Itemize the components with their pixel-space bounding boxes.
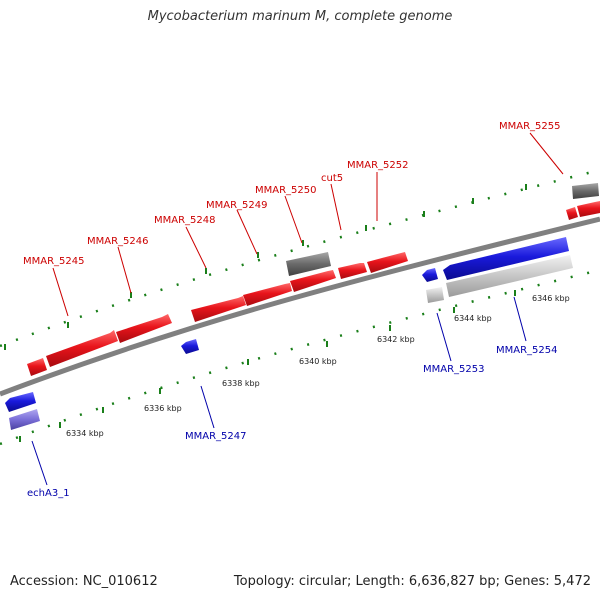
gene-label-mmar-5252[interactable]: MMAR_5252	[347, 160, 409, 171]
gene-arrow-echa3-1[interactable]	[5, 392, 36, 412]
tick-label: 6338 kbp	[222, 379, 260, 388]
gene-arrow-mmar-5247[interactable]	[181, 339, 199, 354]
gene-label-mmar-5245[interactable]: MMAR_5245	[23, 256, 85, 267]
gene-label-cut5[interactable]: cut5	[321, 173, 343, 184]
tick-label: 6342 kbp	[377, 335, 415, 344]
gene-label-echa3-1[interactable]: echA3_1	[27, 488, 70, 499]
gene-label-mmar-5246[interactable]: MMAR_5246	[87, 236, 149, 247]
gene-arrow-mmar-5248[interactable]	[191, 296, 246, 322]
gene-arrow-mmar-5255[interactable]	[566, 207, 578, 220]
gene-arrow-mmar-5254[interactable]	[443, 237, 569, 280]
tick-label: 6344 kbp	[454, 314, 492, 323]
genome-title: Mycobacterium marinum M, complete genome	[147, 9, 453, 24]
gene-label-mmar-5255[interactable]: MMAR_5255	[499, 121, 561, 132]
scale-ticks	[4, 184, 527, 442]
gene-box-gray[interactable]	[286, 252, 331, 276]
accession-label: Accession: NC_010612	[10, 574, 158, 589]
tick-label: 6334 kbp	[66, 429, 104, 438]
tick-label: 6336 kbp	[144, 404, 182, 413]
forward-leader-lines	[52, 132, 564, 317]
gene-arrow-cut5[interactable]	[338, 263, 367, 279]
tick-label: 6340 kbp	[299, 357, 337, 366]
gene-arrow-mmar-5255b[interactable]	[577, 201, 600, 217]
gene-arrow-mmar-5253[interactable]	[422, 268, 438, 282]
gene-label-mmar-5250[interactable]: MMAR_5250	[255, 185, 317, 196]
gene-arrow-mmar-5249[interactable]	[243, 283, 292, 306]
gene-label-mmar-5247[interactable]: MMAR_5247	[185, 431, 247, 442]
genome-backbone	[0, 216, 600, 397]
gene-label-mmar-5254[interactable]: MMAR_5254	[496, 345, 558, 356]
gene-arrow-mmar-5250[interactable]	[290, 270, 336, 292]
gene-label-mmar-5248[interactable]: MMAR_5248	[154, 215, 216, 226]
gene-box-gray-right[interactable]	[572, 183, 599, 199]
gene-arrow-mmar-5252[interactable]	[367, 252, 408, 273]
genome-summary: Topology: circular; Length: 6,636,827 bp…	[233, 574, 591, 589]
gene-box-light-2[interactable]	[446, 255, 573, 297]
gene-arrow-mmar-5245[interactable]	[27, 358, 47, 376]
gene-arrow-mmar-5246b[interactable]	[116, 314, 172, 343]
gene-label-mmar-5253[interactable]: MMAR_5253	[423, 364, 485, 375]
gene-box-echa3-1-purple[interactable]	[9, 409, 40, 430]
reverse-leader-lines	[31, 296, 527, 486]
gene-label-mmar-5249[interactable]: MMAR_5249	[206, 200, 268, 211]
tick-label: 6346 kbp	[532, 294, 570, 303]
gene-box-light-1[interactable]	[426, 287, 444, 303]
gene-arrow-mmar-5246[interactable]	[46, 330, 118, 367]
